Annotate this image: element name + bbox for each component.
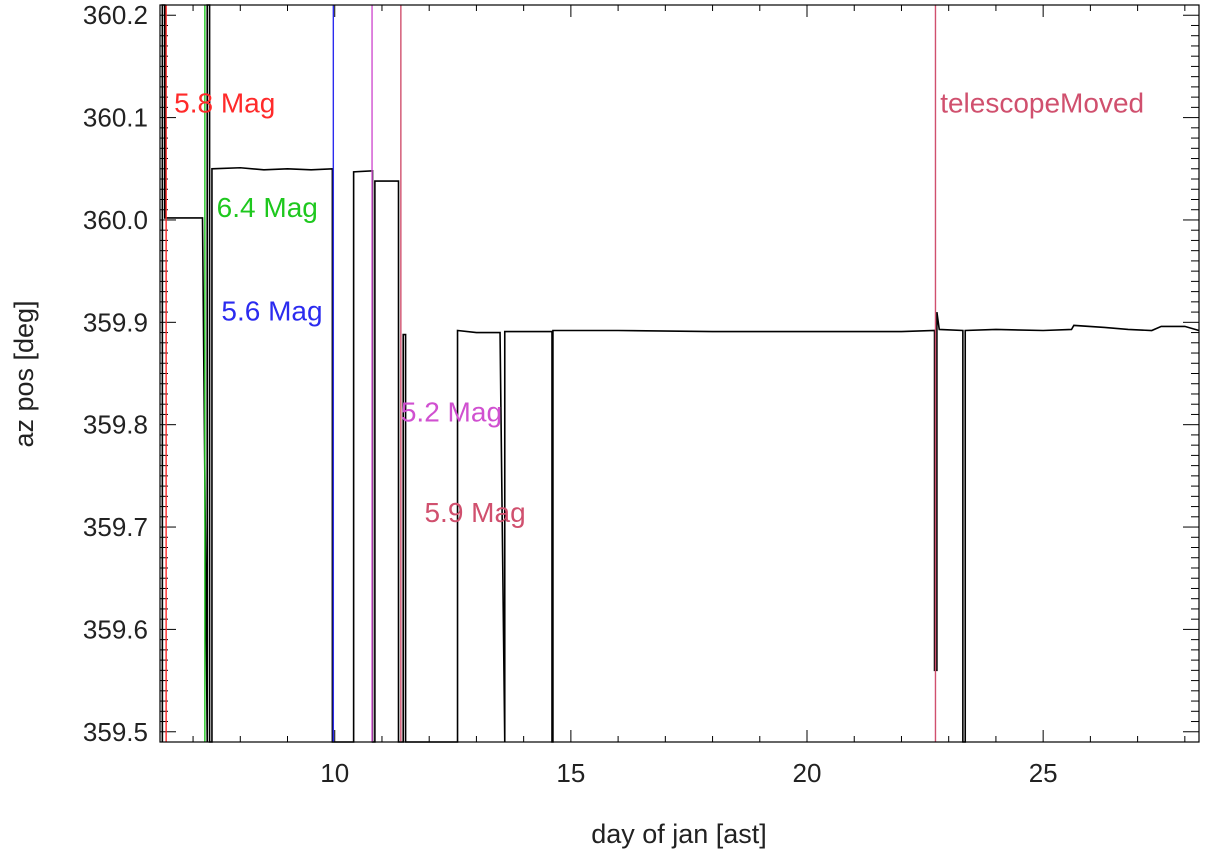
event-marker-label: 5.2 Mag	[401, 397, 502, 428]
y-tick-label: 359.6	[83, 614, 148, 644]
x-tick-label: 15	[556, 758, 585, 788]
plot-frame	[159, 4, 1200, 743]
y-tick-label: 359.7	[83, 512, 148, 542]
y-tick-label: 360.1	[83, 103, 148, 133]
x-tick-label: 10	[320, 758, 349, 788]
x-tick-label: 20	[793, 758, 822, 788]
y-tick-label: 360.2	[83, 0, 148, 30]
event-marker-label: 5.8 Mag	[174, 87, 275, 118]
y-tick-label: 359.5	[83, 717, 148, 747]
event-marker-label: 6.4 Mag	[217, 192, 318, 223]
y-axis-label: az pos [deg]	[9, 300, 39, 447]
event-marker-label: 5.9 Mag	[424, 497, 525, 528]
az-position-series	[161, 4, 1200, 743]
x-tick-label: 25	[1029, 758, 1058, 788]
y-tick-label: 359.8	[83, 410, 148, 440]
y-tick-label: 360.0	[83, 205, 148, 235]
y-tick-label: 359.9	[83, 307, 148, 337]
x-axis-label: day of jan [ast]	[591, 819, 767, 849]
event-marker-label: telescopeMoved	[940, 87, 1144, 118]
event-marker-label: 5.6 Mag	[221, 295, 322, 326]
